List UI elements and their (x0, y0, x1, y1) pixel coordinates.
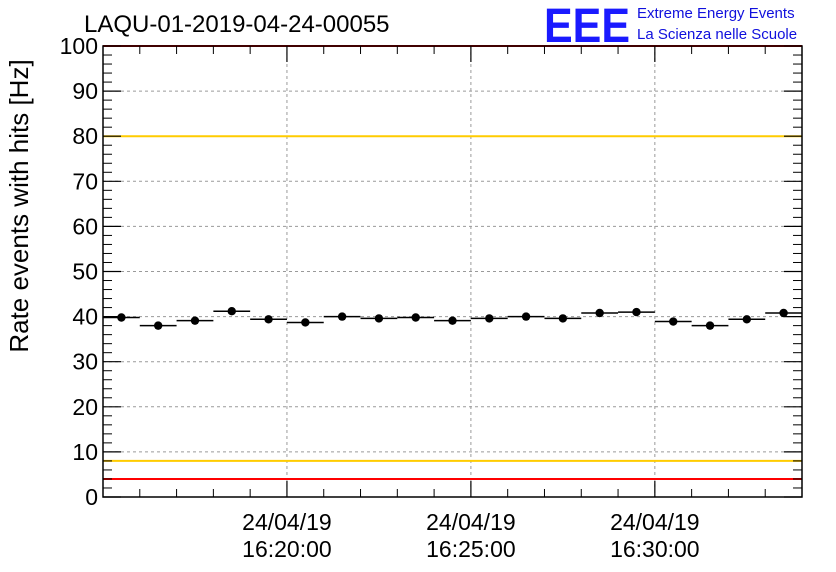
data-point (153, 321, 163, 330)
data-series (103, 306, 802, 330)
y-axis-label: Rate events with hits [Hz] (4, 59, 34, 352)
logo-line-1: Extreme Energy Events (637, 5, 795, 22)
x-tick-label-date: 24/04/19 (610, 509, 700, 535)
data-point (705, 321, 715, 330)
y-tick-label: 20 (72, 394, 98, 420)
x-tick-label-date: 24/04/19 (242, 509, 332, 535)
data-point (301, 318, 310, 327)
y-tick-label: 40 (72, 304, 98, 330)
y-tick-label: 30 (72, 349, 98, 375)
data-point (779, 308, 788, 318)
data-point (558, 314, 568, 323)
data-point (669, 317, 678, 326)
logo-mark: EEE (544, 0, 630, 53)
data-point (595, 308, 604, 318)
data-point (337, 312, 347, 321)
data-point (264, 315, 273, 324)
data-point (374, 314, 384, 323)
data-point (190, 316, 200, 325)
data-point (411, 313, 420, 322)
y-tick-label: 60 (72, 213, 98, 239)
y-tick-label: 100 (60, 33, 98, 59)
data-point (632, 307, 641, 317)
chart-title: LAQU-01-2019-04-24-00055 (84, 11, 390, 38)
eee-logo: EEE Extreme Energy Events La Scienza nel… (544, 0, 797, 53)
grid (103, 46, 802, 497)
data-point (448, 316, 457, 325)
data-point (227, 306, 236, 316)
threshold-lines (103, 45, 802, 480)
data-point (742, 315, 752, 324)
y-tick-label: 10 (72, 439, 98, 465)
x-tick-label-time: 16:30:00 (610, 536, 700, 562)
data-point (485, 314, 494, 323)
y-tick-label: 50 (72, 259, 98, 285)
x-tick-label-date: 24/04/19 (426, 509, 516, 535)
x-tick-label-time: 16:25:00 (426, 536, 516, 562)
y-tick-label: 90 (72, 78, 98, 104)
y-tick-label: 70 (72, 168, 98, 194)
data-point (117, 313, 126, 322)
y-tick-label: 80 (72, 123, 98, 149)
logo-line-2: La Scienza nelle Scuole (637, 26, 797, 43)
axis-ticks: 010203040506070809010024/04/1916:20:0024… (60, 33, 803, 562)
x-tick-label-time: 16:20:00 (242, 536, 332, 562)
data-point (521, 312, 531, 321)
y-tick-label: 0 (85, 484, 98, 510)
